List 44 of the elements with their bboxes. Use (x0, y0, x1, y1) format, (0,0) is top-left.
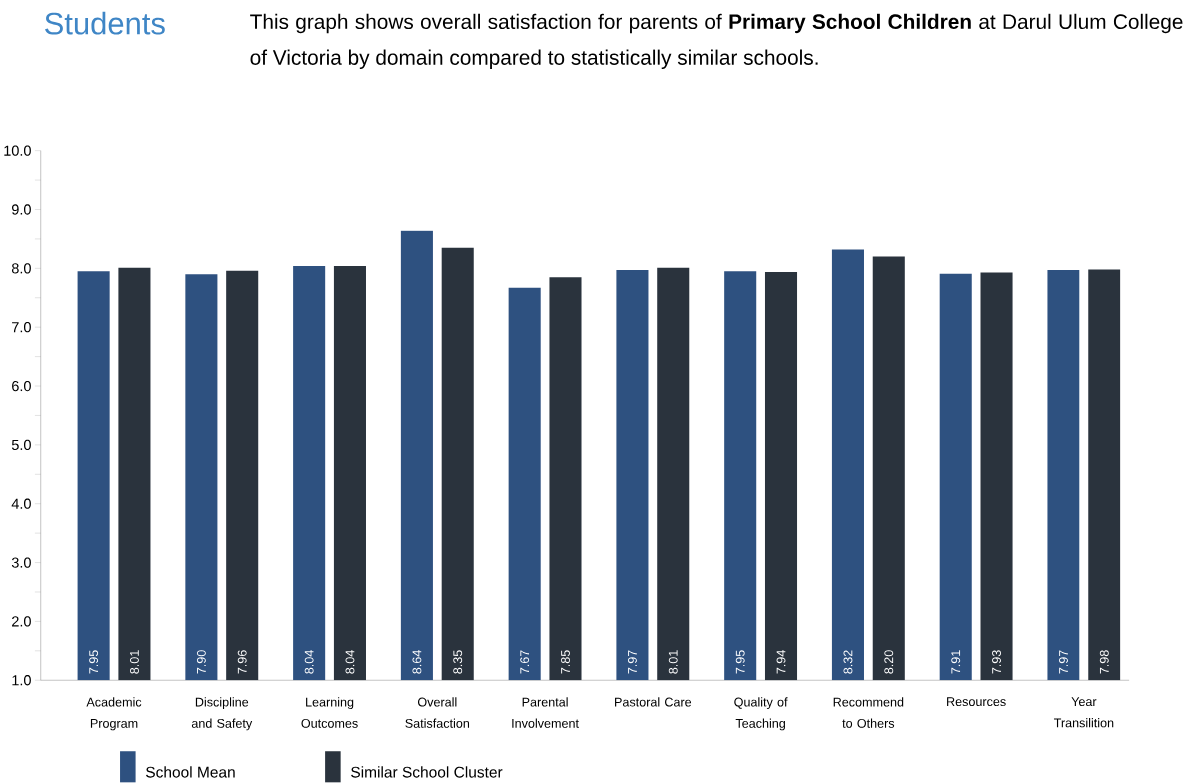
legend-label: Similar School Cluster (351, 766, 503, 778)
data-label: 7.97 (1059, 650, 1068, 674)
data-label: 8.01 (129, 650, 139, 674)
y-tick-label: 3.0 (11, 557, 31, 568)
y-tick-label: 8.0 (11, 263, 31, 274)
chart-title: Students (45, 11, 165, 35)
data-label: 7.95 (735, 650, 745, 674)
y-tick-label: 9.0 (11, 204, 31, 215)
data-label: 7.94 (776, 649, 786, 674)
data-label: 8.64 (412, 649, 422, 674)
data-label: 7.67 (520, 650, 530, 674)
data-label: 8.20 (884, 650, 894, 674)
data-label: 8.01 (668, 650, 678, 674)
data-label: 7.97 (627, 650, 637, 674)
y-tick-label: 6.0 (12, 380, 31, 392)
data-label: 8.35 (453, 650, 463, 674)
data-label: 7.98 (1099, 650, 1109, 674)
y-tick-label: 2.0 (12, 616, 31, 627)
x-tick-label: Learning Outcomes (301, 697, 358, 728)
data-label: 7.95 (89, 650, 99, 674)
x-tick-label: Pastoral Care (615, 697, 692, 707)
x-tick-label: Recommend to Others (833, 697, 904, 728)
text: This graph shows overall satisfaction for parents of Primary School Children at Darul Ulum College of Victoria by domain compared to statistically similar schools. (250, 13, 1183, 69)
x-tick-label: Quality of Teaching (734, 697, 788, 731)
y-tick-label: 10.0 (4, 145, 31, 156)
data-label: 7.91 (951, 650, 961, 674)
data-label: 7.96 (237, 650, 247, 674)
x-tick-label: Resources (947, 697, 1006, 706)
data-label: 8.04 (304, 649, 314, 674)
y-tick-label: 1.0 (12, 674, 31, 686)
x-tick-label: Discipline and Safety (191, 697, 253, 731)
x-tick-label: Academic Program (86, 697, 142, 731)
data-label: 8.32 (843, 650, 853, 674)
y-tick-label: 5.0 (11, 439, 31, 450)
legend-label: School Mean (146, 766, 235, 778)
x-tick-label: Year Transilition (1053, 697, 1114, 728)
x-tick-label: Overall Satisfaction (405, 697, 470, 728)
x-tick-label: Parental Involvement (512, 697, 579, 728)
y-tick-label: 7.0 (12, 321, 31, 333)
data-label: 8.04 (345, 649, 355, 674)
data-label: 7.85 (561, 650, 570, 674)
y-tick-label: 4.0 (11, 498, 31, 509)
data-label: 7.90 (196, 650, 206, 674)
data-label: 7.93 (992, 650, 1001, 674)
